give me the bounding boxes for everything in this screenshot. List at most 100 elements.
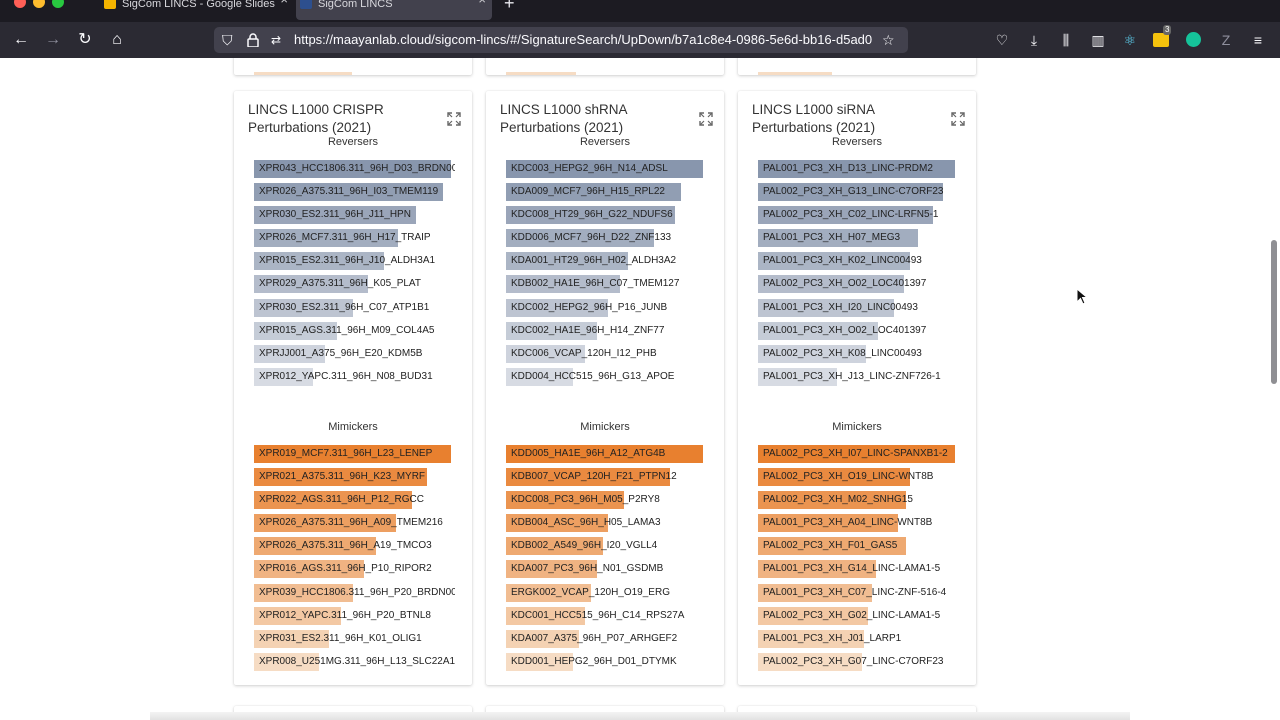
- signature-label[interactable]: KDA007_PC3_96H_N01_GSDMB: [511, 563, 664, 575]
- signature-label[interactable]: XPR026_A375.311_96H_A19_TMCO3: [259, 540, 432, 552]
- tracking-shield-icon[interactable]: ⛉: [222, 32, 233, 48]
- home-icon[interactable]: ⌂: [112, 31, 122, 48]
- signature-label[interactable]: XPR030_ES2.311_96H_J11_HPN: [259, 209, 411, 221]
- expand-icon[interactable]: [446, 111, 462, 127]
- signature-row[interactable]: XPR026_A375.311_96H_I03_TMEM119: [254, 181, 454, 204]
- signature-row[interactable]: XPR016_AGS.311_96H_P10_RIPOR2: [254, 558, 454, 581]
- signature-label[interactable]: XPR022_AGS.311_96H_P12_RGCC: [259, 494, 424, 506]
- signature-label[interactable]: PAL001_PC3_XH_J13_LINC-ZNF726-1: [763, 370, 941, 382]
- signature-row[interactable]: XPR026_A375.311_96H_A19_TMCO3: [254, 535, 454, 558]
- signature-row[interactable]: XPR026_MCF7.311_96H_H17_TRAIP: [254, 227, 454, 250]
- url-bar[interactable]: ⛉ ⇄ https://maayanlab.cloud/sigcom-lincs…: [214, 27, 908, 53]
- signature-row[interactable]: PAL001_PC3_XH_D13_LINC-PRDM2: [758, 158, 958, 181]
- signature-row[interactable]: PAL002_PC3_XH_I07_LINC-SPANXB1-2: [758, 443, 958, 466]
- signature-row[interactable]: XPR012_YAPC.311_96H_P20_BTNL8: [254, 605, 454, 628]
- signature-label[interactable]: PAL002_PC3_XH_C02_LINC-LRFN5-1: [763, 209, 939, 221]
- signature-row[interactable]: KDA007_PC3_96H_N01_GSDMB: [506, 558, 706, 581]
- signature-row[interactable]: KDB007_VCAP_120H_F21_PTPN12: [506, 466, 706, 489]
- signature-label[interactable]: XPR015_ES2.311_96H_J10_ALDH3A1: [259, 255, 436, 267]
- signature-row[interactable]: KDB004_ASC_96H_H05_LAMA3: [506, 512, 706, 535]
- signature-row[interactable]: KDC003_HEPG2_96H_N14_ADSL: [506, 158, 706, 181]
- signature-label[interactable]: PAL002_PC3_XH_G02_LINC-LAMA1-5: [763, 609, 941, 621]
- new-tab-icon[interactable]: +: [504, 0, 515, 13]
- signature-row[interactable]: PAL002_PC3_XH_G13_LINC-C7ORF23: [758, 181, 958, 204]
- tab-google-slides[interactable]: SigCom LINCS - Google Slides ×: [100, 0, 294, 20]
- signature-label[interactable]: PAL001_PC3_XH_O02_LOC401397: [763, 324, 927, 336]
- signature-row[interactable]: ERGK002_VCAP_120H_O19_ERG: [506, 582, 706, 605]
- signature-row[interactable]: KDB002_A549_96H_I20_VGLL4: [506, 535, 706, 558]
- signature-row[interactable]: XPR022_AGS.311_96H_P12_RGCC: [254, 489, 454, 512]
- signature-row[interactable]: XPR026_A375.311_96H_A09_TMEM216: [254, 512, 454, 535]
- url-text[interactable]: https://maayanlab.cloud/sigcom-lincs/#/S…: [294, 32, 873, 47]
- signature-row[interactable]: KDC002_HA1E_96H_H14_ZNF77: [506, 320, 706, 343]
- bookmark-star-icon[interactable]: ☆: [882, 32, 895, 48]
- signature-row[interactable]: PAL001_PC3_XH_J13_LINC-ZNF726-1: [758, 366, 958, 389]
- signature-row[interactable]: KDA009_MCF7_96H_H15_RPL22: [506, 181, 706, 204]
- tab-sigcom-lincs[interactable]: SigCom LINCS ×: [296, 0, 492, 20]
- signature-label[interactable]: KDB002_A549_96H_I20_VGLL4: [511, 540, 658, 552]
- library-icon[interactable]: ⫼: [1062, 32, 1070, 48]
- signature-row[interactable]: PAL001_PC3_XH_H07_MEG3: [758, 227, 958, 250]
- signature-label[interactable]: XPR031_ES2.311_96H_K01_OLIG1: [259, 632, 422, 644]
- signature-label[interactable]: PAL002_PC3_XH_F01_GAS5: [763, 540, 898, 552]
- signature-label[interactable]: XPR026_A375.311_96H_A09_TMEM216: [259, 517, 443, 529]
- close-tab-icon[interactable]: ×: [478, 0, 486, 6]
- signature-row[interactable]: KDC008_PC3_96H_M05_P2RY8: [506, 489, 706, 512]
- signature-row[interactable]: KDD006_MCF7_96H_D22_ZNF133: [506, 227, 706, 250]
- signature-label[interactable]: PAL002_PC3_XH_K08_LINC00493: [763, 347, 922, 359]
- signature-label[interactable]: KDA001_HT29_96H_H02_ALDH3A2: [511, 255, 677, 267]
- signature-row[interactable]: PAL001_PC3_XH_C07_LINC-ZNF-516-4: [758, 582, 958, 605]
- signature-row[interactable]: XPR029_A375.311_96H_K05_PLAT: [254, 273, 454, 296]
- signature-label[interactable]: PAL001_PC3_XH_D13_LINC-PRDM2: [763, 163, 933, 174]
- window-minimize-button[interactable]: [33, 0, 45, 8]
- signature-label[interactable]: KDB004_ASC_96H_H05_LAMA3: [511, 517, 661, 529]
- signature-label[interactable]: XPR021_A375.311_96H_K23_MYRF: [259, 471, 426, 483]
- signature-row[interactable]: PAL001_PC3_XH_A04_LINC-WNT8B: [758, 512, 958, 535]
- signature-label[interactable]: PAL001_PC3_XH_K02_LINC00493: [763, 255, 922, 267]
- signature-row[interactable]: XPRJJ001_A375_96H_E20_KDM5B: [254, 343, 454, 366]
- signature-label[interactable]: KDC008_HT29_96H_G22_NDUFS6: [511, 209, 673, 221]
- signature-label[interactable]: ERGK002_VCAP_120H_O19_ERG: [511, 586, 670, 598]
- signature-row[interactable]: PAL002_PC3_XH_O02_LOC401397: [758, 273, 958, 296]
- forward-icon[interactable]: →: [45, 31, 61, 48]
- signature-row[interactable]: KDA001_HT29_96H_H02_ALDH3A2: [506, 250, 706, 273]
- signature-row[interactable]: XPR015_ES2.311_96H_J10_ALDH3A1: [254, 250, 454, 273]
- signature-label[interactable]: XPRJJ001_A375_96H_E20_KDM5B: [259, 347, 423, 359]
- signature-label[interactable]: KDC002_HEPG2_96H_P16_JUNB: [511, 301, 668, 313]
- signature-label[interactable]: XPR026_A375.311_96H_I03_TMEM119: [259, 186, 439, 198]
- signature-row[interactable]: XPR012_YAPC.311_96H_N08_BUD31: [254, 366, 454, 389]
- signature-label[interactable]: XPR012_YAPC.311_96H_N08_BUD31: [259, 370, 433, 382]
- downloads-icon[interactable]: ⤓: [1030, 32, 1038, 48]
- signature-label[interactable]: XPR043_HCC1806.311_96H_D03_BRDN000114771…: [259, 163, 455, 174]
- signature-label[interactable]: XPR039_HCC1806.311_96H_P20_BRDN000114894…: [259, 586, 455, 598]
- signature-row[interactable]: PAL002_PC3_XH_G02_LINC-LAMA1-5: [758, 605, 958, 628]
- signature-label[interactable]: PAL001_PC3_XH_H07_MEG3: [763, 232, 901, 244]
- site-permissions-icon[interactable]: ⇄: [271, 33, 282, 47]
- signature-label[interactable]: KDC002_HA1E_96H_H14_ZNF77: [511, 324, 665, 336]
- signature-label[interactable]: KDC001_HCC515_96H_C14_RPS27A: [511, 609, 685, 621]
- signature-row[interactable]: PAL002_PC3_XH_C02_LINC-LRFN5-1: [758, 204, 958, 227]
- signature-row[interactable]: KDC002_HEPG2_96H_P16_JUNB: [506, 297, 706, 320]
- close-tab-icon[interactable]: ×: [280, 0, 288, 6]
- signature-row[interactable]: XPR030_ES2.311_96H_J11_HPN: [254, 204, 454, 227]
- lock-icon[interactable]: [247, 27, 259, 55]
- sidebar-icon[interactable]: ▥: [1091, 32, 1105, 48]
- signature-label[interactable]: XPR015_AGS.311_96H_M09_COL4A5: [259, 324, 435, 336]
- expand-icon[interactable]: [950, 111, 966, 127]
- signature-row[interactable]: PAL001_PC3_XH_G14_LINC-LAMA1-5: [758, 558, 958, 581]
- signature-row[interactable]: KDB002_HA1E_96H_C07_TMEM127: [506, 273, 706, 296]
- signature-label[interactable]: KDB007_VCAP_120H_F21_PTPN12: [511, 471, 677, 483]
- signature-row[interactable]: KDD001_HEPG2_96H_D01_DTYMK: [506, 651, 706, 674]
- signature-label[interactable]: PAL002_PC3_XH_O02_LOC401397: [763, 278, 927, 290]
- react-devtools-icon[interactable]: ⚛: [1123, 32, 1137, 48]
- signature-label[interactable]: PAL002_PC3_XH_I07_LINC-SPANXB1-2: [763, 448, 948, 459]
- signature-label[interactable]: XPR008_U251MG.311_96H_L13_SLC22A1: [259, 655, 455, 667]
- signature-label[interactable]: PAL001_PC3_XH_C07_LINC-ZNF-516-4: [763, 586, 947, 598]
- signature-label[interactable]: KDC003_HEPG2_96H_N14_ADSL: [511, 163, 668, 174]
- signature-row[interactable]: KDC001_HCC515_96H_C14_RPS27A: [506, 605, 706, 628]
- signature-label[interactable]: KDD006_MCF7_96H_D22_ZNF133: [511, 232, 672, 244]
- signature-row[interactable]: KDD004_HCC515_96H_G13_APOE: [506, 366, 706, 389]
- signature-label[interactable]: PAL002_PC3_XH_G13_LINC-C7ORF23: [763, 186, 944, 198]
- signature-row[interactable]: PAL002_PC3_XH_M02_SNHG15: [758, 489, 958, 512]
- signature-row[interactable]: KDC006_VCAP_120H_I12_PHB: [506, 343, 706, 366]
